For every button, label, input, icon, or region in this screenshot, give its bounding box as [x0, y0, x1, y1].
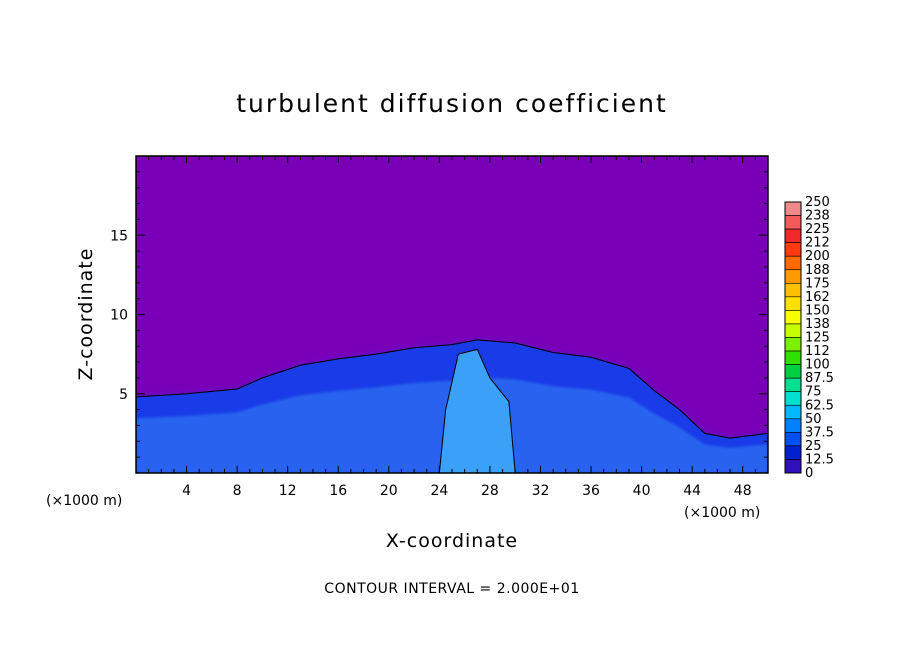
- x-tick-label: 44: [683, 483, 701, 499]
- x-unit-left: (×1000 m): [46, 493, 122, 509]
- strong-plume-region: [438, 348, 516, 473]
- colorbar-swatch: [784, 242, 802, 257]
- chart-title: turbulent diffusion coefficient: [236, 89, 668, 118]
- y-tick-label: 5: [119, 387, 128, 403]
- y-ticks: 5 10 15: [110, 171, 768, 458]
- colorbar-label: 162: [805, 290, 830, 305]
- x-tick-label: 8: [233, 483, 242, 499]
- colorbar-label: 238: [805, 209, 830, 224]
- contour-interval-footer: CONTOUR INTERVAL = 2.000E+01: [324, 581, 579, 597]
- x-unit-right: (×1000 m): [684, 505, 760, 521]
- colorbar-label: 62.5: [805, 398, 834, 413]
- colorbar-label: 75: [805, 385, 822, 400]
- colorbar-label: 25: [805, 439, 822, 454]
- colorbar-label: 125: [805, 331, 830, 346]
- colorbar-label: 112: [805, 344, 830, 359]
- colorbar: 2502382252122001881751621501381251121008…: [784, 195, 834, 481]
- y-tick-label: 15: [110, 228, 128, 244]
- colorbar-swatch: [784, 337, 802, 352]
- x-tick-label: 24: [430, 483, 448, 499]
- colorbar-swatch: [784, 364, 802, 379]
- x-tick-label: 12: [279, 483, 297, 499]
- colorbar-swatch: [784, 269, 802, 284]
- colorbar-label: 250: [805, 195, 830, 210]
- colorbar-swatch: [784, 459, 802, 474]
- x-tick-label: 20: [380, 483, 398, 499]
- colorbar-swatch: [784, 418, 802, 433]
- colorbar-label: 175: [805, 276, 830, 291]
- x-tick-label: 36: [582, 483, 600, 499]
- colorbar-swatch: [784, 432, 802, 447]
- x-tick-label: 28: [481, 483, 499, 499]
- colorbar-swatch: [784, 323, 802, 338]
- colorbar-label: 100: [805, 358, 830, 373]
- colorbar-swatch: [784, 215, 802, 230]
- colorbar-label: 87.5: [805, 371, 834, 386]
- colorbar-swatch: [784, 282, 802, 298]
- colorbar-swatch: [784, 350, 802, 365]
- colorbar-swatch: [784, 404, 802, 420]
- colorbar-swatch: [784, 377, 802, 392]
- colorbar-swatch: [784, 310, 802, 325]
- x-tick-label: 40: [633, 483, 651, 499]
- colorbar-label: 50: [805, 412, 822, 427]
- colorbar-label: 225: [805, 222, 830, 237]
- y-tick-label: 10: [110, 308, 128, 324]
- colorbar-label: 12.5: [805, 452, 834, 467]
- colorbar-label: 138: [805, 317, 830, 332]
- colorbar-label: 37.5: [805, 425, 834, 440]
- y-axis-label: Z-coordinate: [75, 248, 97, 381]
- colorbar-label: 0: [805, 466, 813, 481]
- x-tick-label: 16: [329, 483, 347, 499]
- x-ticks: 4 8 12 16 20 24 28 32 36 40 44 48: [148, 156, 756, 499]
- colorbar-label: 200: [805, 249, 830, 264]
- colorbar-label: 150: [805, 303, 830, 318]
- colorbar-frame: [784, 201, 802, 474]
- colorbar-swatch: [784, 445, 802, 460]
- x-tick-label: 4: [182, 483, 191, 499]
- colorbar-swatch: [784, 201, 802, 216]
- colorbar-swatch: [784, 391, 802, 406]
- x-tick-label: 32: [532, 483, 550, 499]
- x-tick-label: 48: [734, 483, 752, 499]
- colorbar-label: 188: [805, 263, 830, 278]
- colorbar-swatch: [784, 296, 802, 311]
- colorbar-label: 212: [805, 236, 830, 251]
- colorbar-swatch: [784, 255, 802, 271]
- x-axis-label: X-coordinate: [386, 530, 518, 552]
- colorbar-swatch: [784, 228, 802, 243]
